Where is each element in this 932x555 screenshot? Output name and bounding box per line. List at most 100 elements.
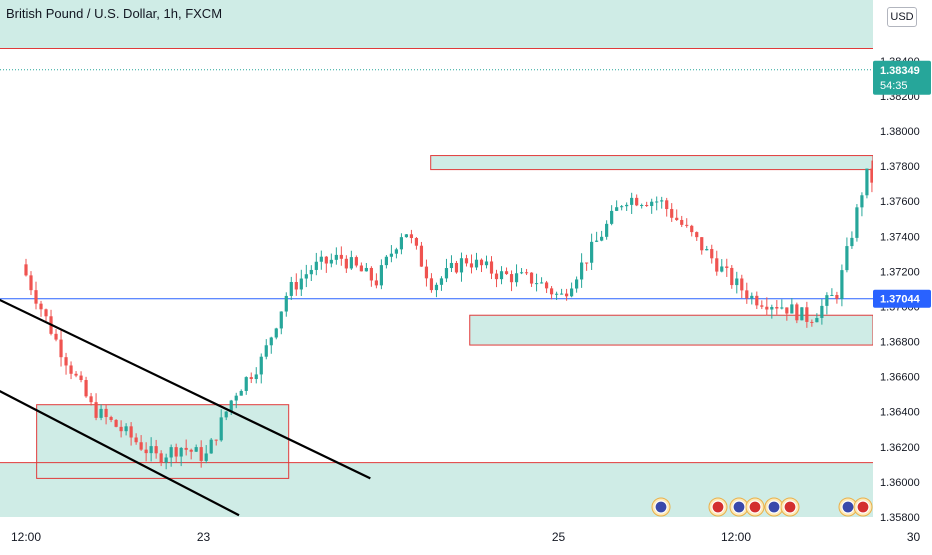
- currency-button[interactable]: USD: [887, 7, 917, 27]
- candle-body: [184, 447, 188, 450]
- candle-body: [610, 210, 614, 224]
- candle-body: [534, 283, 539, 285]
- price-tick-label: 1.37800: [880, 161, 920, 173]
- candle-body: [129, 426, 133, 438]
- candle-body: [660, 200, 664, 202]
- event-icons: [651, 497, 873, 517]
- candle-body: [169, 447, 173, 458]
- candle-body: [860, 195, 864, 208]
- candle-body: [615, 207, 619, 211]
- candle-body: [825, 295, 829, 306]
- candle-body: [539, 282, 544, 284]
- candle-body: [785, 307, 789, 314]
- candle-body: [730, 267, 734, 286]
- candle-body: [179, 447, 183, 457]
- time-tick-label: 12:00: [721, 530, 751, 544]
- candle-body: [364, 267, 368, 272]
- candle-body: [745, 290, 749, 299]
- candle-body: [554, 293, 559, 295]
- candle-body: [194, 447, 198, 452]
- candle-body: [379, 265, 383, 286]
- candle-body: [254, 374, 258, 380]
- zone-mid-supply-demand-box[interactable]: [430, 155, 874, 171]
- candle-body: [484, 261, 489, 266]
- candle-body: [740, 278, 744, 291]
- blue-level-tag-bg: [873, 289, 931, 308]
- time-axis-bg: [0, 523, 873, 550]
- candle-body: [419, 245, 424, 267]
- candle-body: [640, 204, 644, 206]
- candle-body: [319, 256, 323, 262]
- candle-body: [479, 259, 484, 266]
- candle-body: [359, 265, 363, 272]
- candle-body: [219, 417, 223, 441]
- levels-layer: [0, 48, 873, 464]
- flag-icon: [732, 500, 746, 514]
- candle-body: [635, 197, 639, 206]
- candle-body: [94, 402, 98, 418]
- candle-body: [239, 390, 243, 396]
- zone-upper-shaded-band[interactable]: [0, 0, 873, 49]
- candle-body: [249, 377, 253, 380]
- candle-body: [735, 278, 739, 286]
- candle-body: [149, 446, 153, 454]
- candle-body: [274, 328, 278, 338]
- candle-body: [209, 439, 213, 454]
- candle-body: [259, 356, 263, 375]
- price-tick-label: 1.36600: [880, 372, 920, 384]
- candle-body: [529, 272, 534, 284]
- candle-body: [389, 253, 394, 257]
- candle-body: [780, 307, 784, 309]
- candle-body: [695, 232, 699, 238]
- candle-body: [464, 258, 469, 264]
- candle-body: [865, 168, 869, 196]
- candle-body: [665, 200, 669, 210]
- candle-body: [369, 267, 373, 281]
- candle-body: [850, 237, 854, 247]
- candle-body: [264, 345, 268, 357]
- candle-body: [835, 294, 839, 299]
- blue-level-tag-price: 1.37044: [880, 294, 921, 306]
- candle-body: [444, 268, 449, 279]
- candle-body: [54, 333, 58, 340]
- trendlines-layer: [0, 278, 371, 517]
- candle-body: [394, 249, 399, 254]
- trendline-lower-channel-line[interactable]: [0, 368, 240, 517]
- candle-body: [429, 278, 434, 291]
- candle-body: [519, 272, 524, 274]
- price-tick-label: 1.35800: [880, 512, 920, 524]
- candle-body: [74, 373, 78, 376]
- candle-body: [680, 219, 684, 225]
- candle-body: [154, 446, 158, 454]
- candle-body: [800, 307, 804, 321]
- candle-body: [189, 449, 193, 452]
- candle-body: [675, 217, 679, 220]
- candle-body: [454, 262, 459, 273]
- candle-body: [840, 270, 844, 299]
- candle-body: [755, 295, 759, 306]
- candle-body: [244, 377, 248, 391]
- candle-body: [204, 453, 208, 461]
- flag-icon: [748, 500, 762, 514]
- candle-body: [514, 273, 519, 283]
- candle-body: [564, 293, 569, 297]
- time-tick-label: 23: [197, 530, 211, 544]
- candle-body: [84, 380, 88, 397]
- candle-body: [79, 375, 83, 381]
- candle-body: [289, 282, 293, 296]
- candle-body: [199, 447, 203, 461]
- candle-body: [750, 295, 754, 299]
- candle-body: [349, 257, 353, 269]
- trendline-upper-channel-line[interactable]: [0, 278, 371, 480]
- zone-lower-demand-box[interactable]: [469, 314, 874, 346]
- time-tick-label: 12:00: [11, 530, 41, 544]
- last-price-tag-price: 1.38349: [880, 65, 920, 77]
- zone-bottom-demand-box[interactable]: [36, 404, 290, 479]
- candle-body: [630, 197, 634, 205]
- candle-body: [284, 295, 288, 312]
- candle-body: [404, 234, 409, 238]
- candle-body: [134, 437, 138, 443]
- candle-body: [124, 426, 128, 432]
